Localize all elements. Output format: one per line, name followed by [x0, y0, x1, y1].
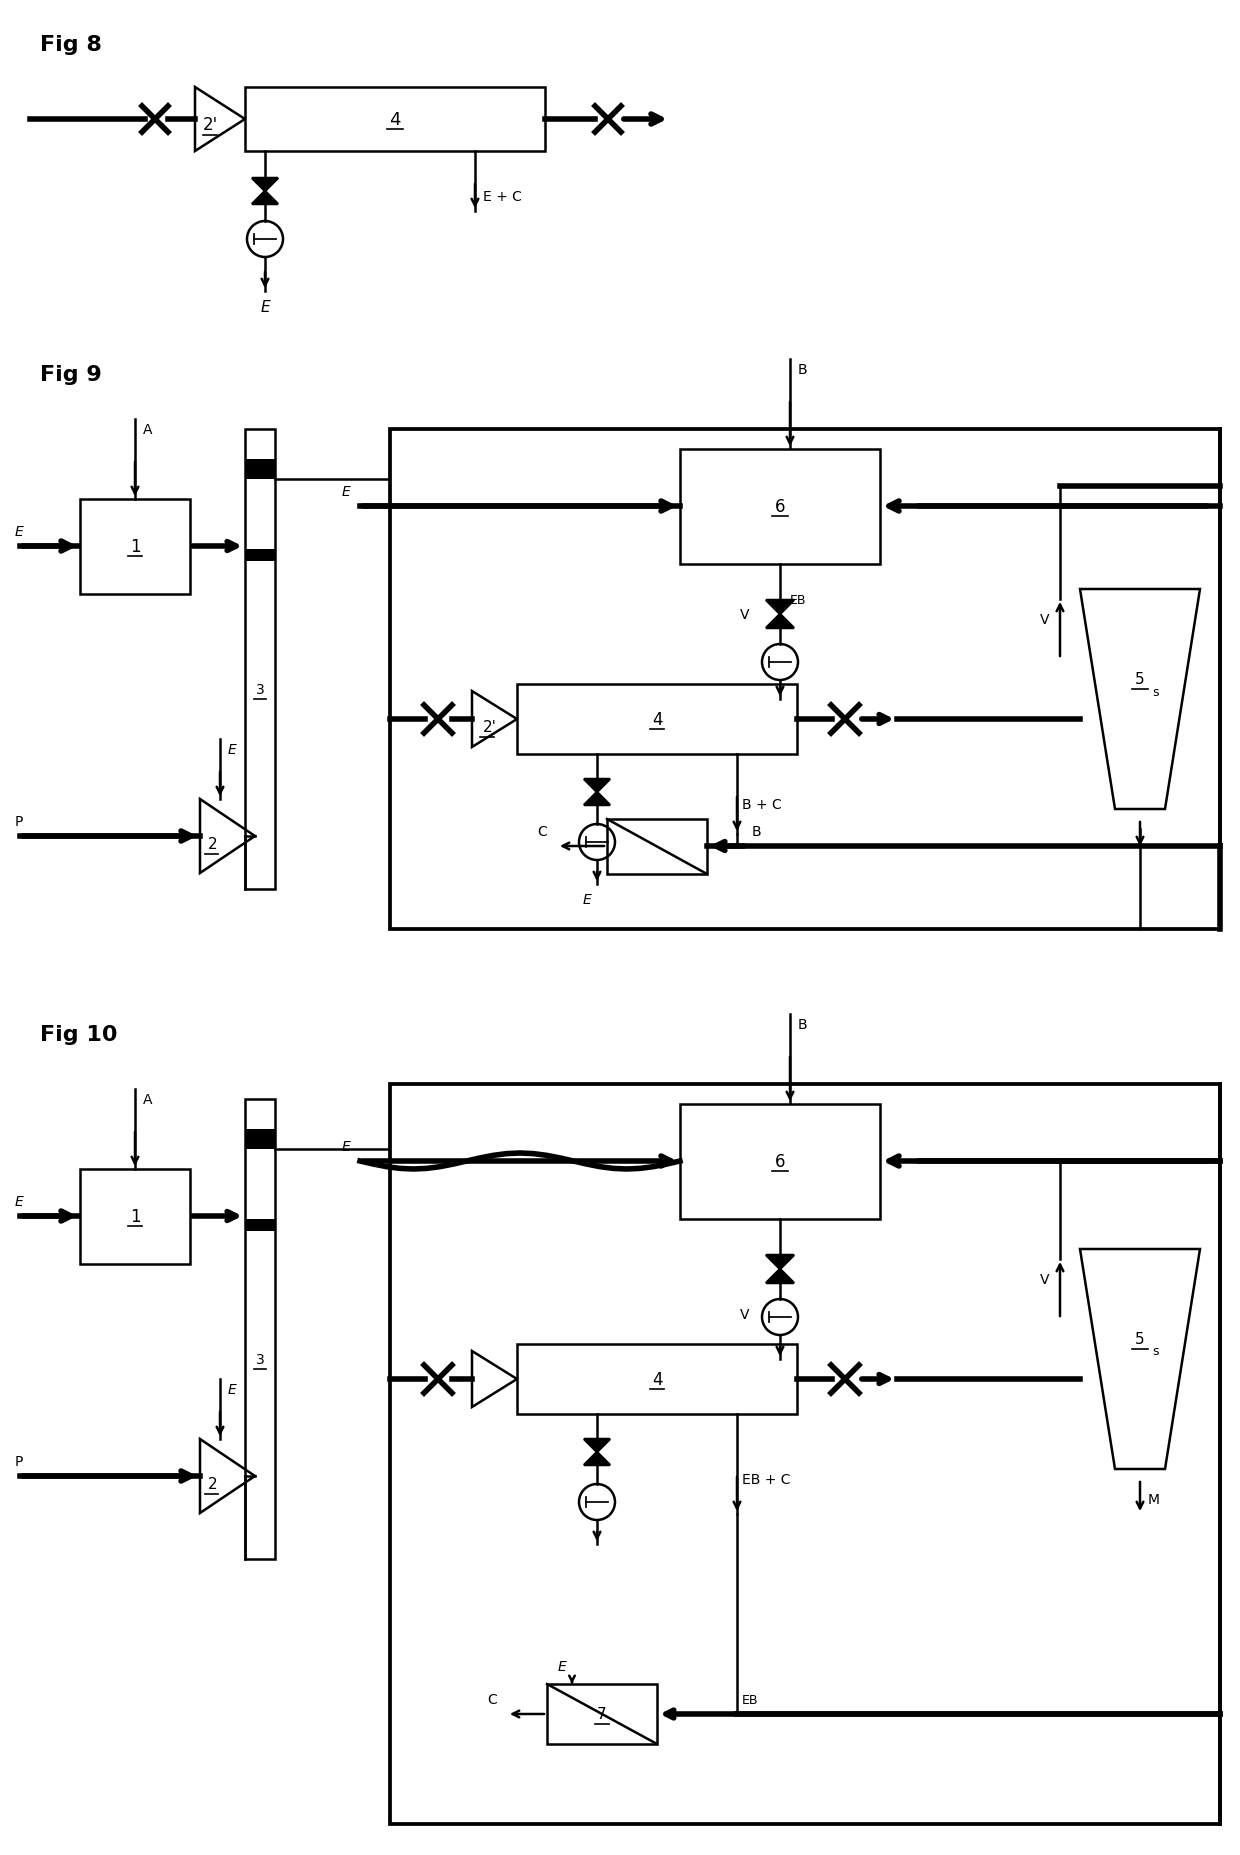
Text: E: E [558, 1658, 567, 1673]
Text: s: s [1152, 684, 1158, 697]
Bar [391, 430, 1220, 929]
Text: V: V [740, 1308, 750, 1321]
Text: 3: 3 [255, 1352, 264, 1367]
Text: V: V [1040, 612, 1050, 627]
Text: EB: EB [790, 594, 806, 607]
Bar [608, 820, 707, 874]
Bar [680, 1104, 880, 1219]
Polygon shape [584, 1439, 610, 1452]
Bar [547, 1684, 657, 1744]
Polygon shape [252, 178, 278, 191]
Text: Fig 9: Fig 9 [40, 365, 102, 384]
Text: E: E [341, 484, 350, 499]
Bar [246, 460, 275, 480]
Text: V: V [1040, 1273, 1050, 1286]
Text: 7: 7 [598, 1707, 606, 1721]
Text: Fig 10: Fig 10 [40, 1024, 118, 1044]
Bar [246, 1100, 275, 1560]
Text: C: C [487, 1692, 497, 1707]
Text: 2: 2 [208, 837, 218, 851]
Polygon shape [766, 1256, 794, 1269]
Text: EB + C: EB + C [742, 1473, 791, 1486]
Text: E: E [228, 1382, 237, 1397]
Text: 2': 2' [484, 720, 497, 735]
Text: Fig 8: Fig 8 [40, 35, 102, 56]
Bar [391, 1085, 1220, 1823]
Text: P: P [15, 1454, 24, 1467]
Text: C: C [537, 825, 547, 838]
Text: B: B [799, 1017, 807, 1031]
Text: E: E [341, 1139, 350, 1154]
Text: B + C: B + C [742, 798, 781, 812]
Polygon shape [252, 191, 278, 204]
Text: 4: 4 [652, 1371, 662, 1388]
Text: E: E [15, 1195, 24, 1208]
Text: 4: 4 [389, 111, 401, 130]
Bar [517, 1345, 797, 1414]
Text: B: B [799, 364, 807, 377]
Text: 2: 2 [208, 1477, 218, 1491]
Bar [246, 87, 546, 152]
Bar [517, 684, 797, 755]
Text: E: E [260, 299, 270, 313]
Polygon shape [584, 1452, 610, 1465]
Bar [81, 499, 190, 595]
Text: 1: 1 [130, 538, 140, 556]
Polygon shape [766, 1269, 794, 1284]
Text: E + C: E + C [484, 189, 522, 204]
Text: 5: 5 [1135, 672, 1145, 686]
Text: 2': 2' [202, 115, 218, 134]
Text: 6: 6 [775, 497, 785, 516]
Polygon shape [584, 792, 610, 805]
Text: A: A [143, 1093, 153, 1106]
Bar [246, 1130, 275, 1150]
Bar [81, 1169, 190, 1265]
Text: A: A [143, 423, 153, 436]
Polygon shape [766, 601, 794, 614]
Text: 6: 6 [775, 1152, 785, 1171]
Bar [680, 449, 880, 564]
Text: E: E [228, 742, 237, 757]
Text: E: E [583, 892, 591, 907]
Text: s: s [1152, 1345, 1158, 1358]
Text: M: M [1148, 1491, 1159, 1506]
Polygon shape [766, 614, 794, 629]
Text: E: E [15, 525, 24, 538]
Text: V: V [740, 608, 750, 621]
Text: 3: 3 [255, 683, 264, 697]
Text: B: B [751, 825, 761, 838]
Text: 1: 1 [130, 1208, 140, 1226]
Text: EB: EB [742, 1694, 759, 1707]
Text: 5: 5 [1135, 1332, 1145, 1347]
Polygon shape [584, 779, 610, 792]
Bar [246, 549, 275, 562]
Bar [246, 1219, 275, 1232]
Bar [246, 430, 275, 890]
Text: P: P [15, 814, 24, 829]
Text: 4: 4 [652, 710, 662, 729]
